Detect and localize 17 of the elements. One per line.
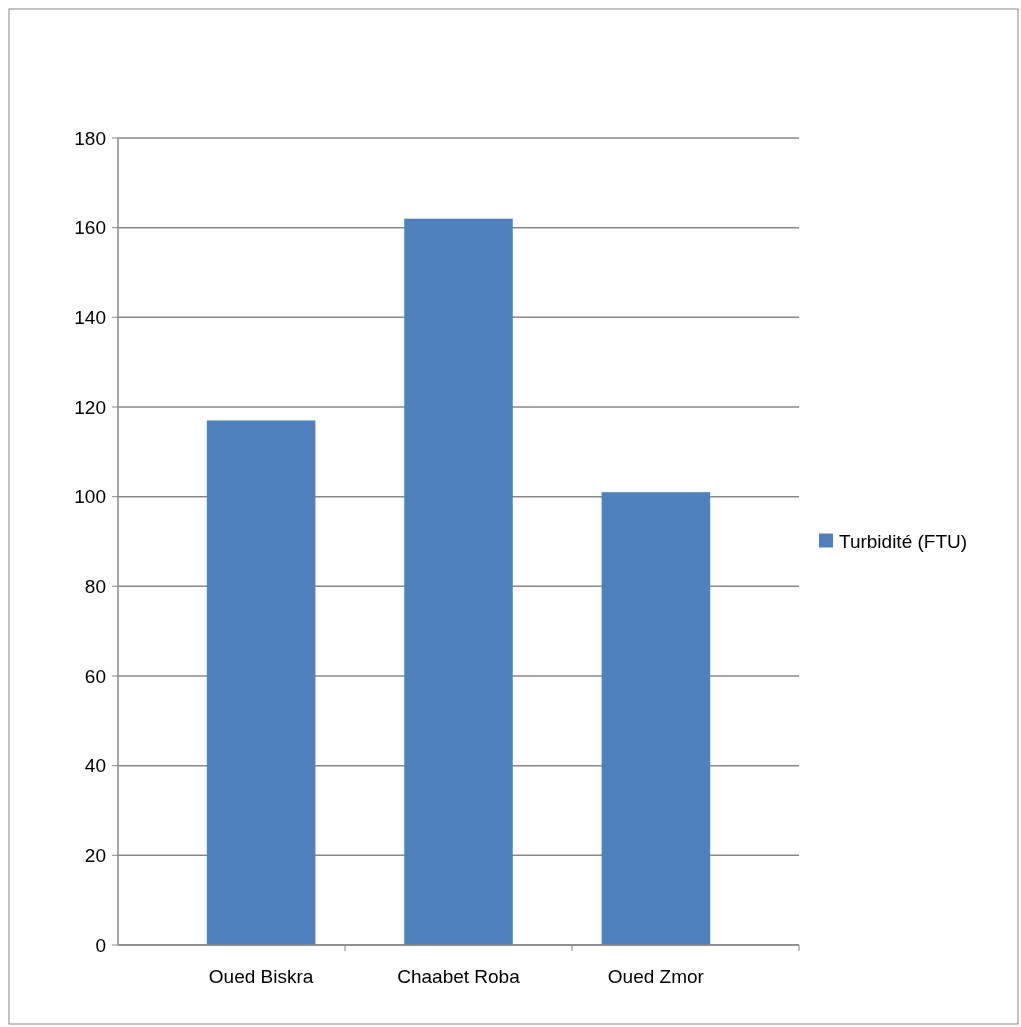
bar xyxy=(601,492,711,945)
y-tick-label: 140 xyxy=(74,306,106,328)
bar xyxy=(404,218,513,945)
y-tick-label: 160 xyxy=(74,217,106,239)
y-tick-label: 40 xyxy=(84,755,106,777)
bar xyxy=(206,420,316,945)
y-tick-label: 60 xyxy=(84,665,106,687)
y-tick-label: 0 xyxy=(95,934,106,956)
x-tick-label: Oued Biskra xyxy=(208,966,314,987)
y-tick-label: 80 xyxy=(84,575,106,597)
y-tick-label: 180 xyxy=(74,127,106,149)
y-tick-label: 20 xyxy=(84,844,106,866)
y-tick-label: 100 xyxy=(74,486,106,508)
y-tick-label: 120 xyxy=(74,396,106,418)
x-tick-label: Oued Zmor xyxy=(607,966,705,987)
x-tick-label: Chaabet Roba xyxy=(397,966,521,987)
legend-label: Turbidité (FTU) xyxy=(839,531,968,553)
